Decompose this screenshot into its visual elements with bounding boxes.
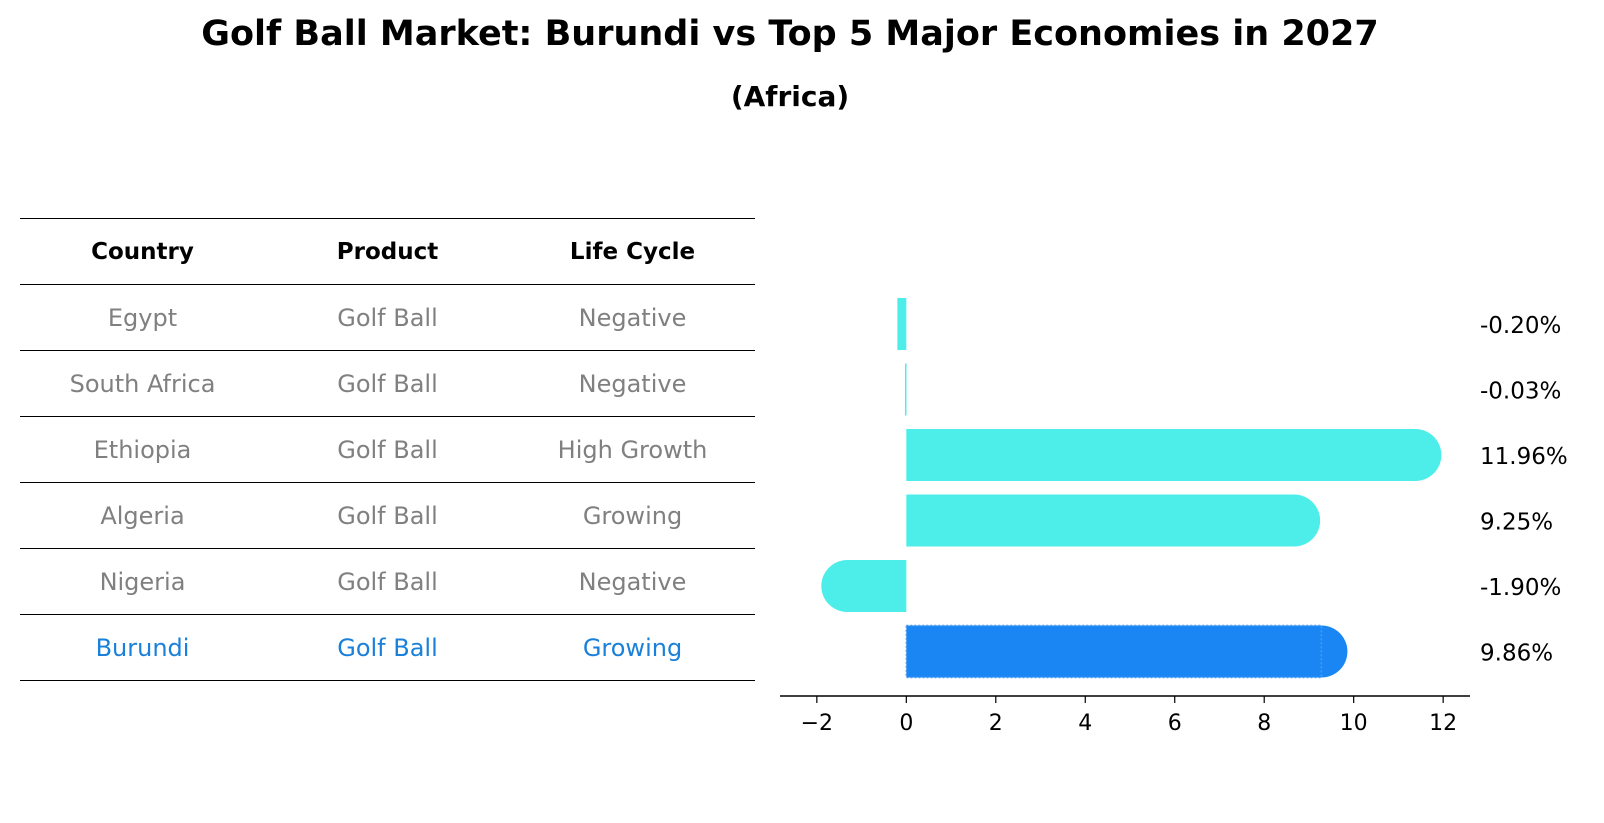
table-header-row: Country Product Life Cycle bbox=[20, 219, 755, 285]
cell-country: Algeria bbox=[100, 501, 185, 530]
data-label: 9.86% bbox=[1480, 641, 1553, 667]
table-row-highlighted: Burundi Golf Ball Growing bbox=[20, 615, 755, 681]
chart-subtitle: (Africa) bbox=[730, 80, 850, 113]
cell-product: Golf Ball bbox=[337, 567, 438, 596]
data-label: -0.20% bbox=[1480, 313, 1561, 339]
table-row: Ethiopia Golf Ball High Growth bbox=[20, 417, 755, 483]
x-tick-label: −2 bbox=[801, 711, 833, 736]
cell-life-cycle: Negative bbox=[578, 567, 687, 596]
table-row: Egypt Golf Ball Negative bbox=[20, 285, 755, 351]
cell-product: Golf Ball bbox=[337, 369, 438, 398]
cell-life-cycle: Growing bbox=[582, 633, 683, 662]
cell-product: Golf Ball bbox=[337, 303, 438, 332]
bar-ethiopia bbox=[906, 429, 1442, 481]
bar-burundi bbox=[906, 625, 1348, 678]
bar-egypt bbox=[897, 298, 907, 350]
cell-life-cycle: Negative bbox=[578, 303, 687, 332]
x-tick-label: 2 bbox=[989, 711, 1003, 736]
data-label: 11.96% bbox=[1480, 444, 1568, 470]
x-tick-label: 6 bbox=[1168, 711, 1182, 736]
cell-country: Egypt bbox=[107, 303, 178, 332]
header-life-cycle: Life Cycle bbox=[569, 238, 696, 265]
x-tick-label: 10 bbox=[1340, 711, 1368, 736]
bar-algeria bbox=[906, 494, 1321, 547]
header-country: Country bbox=[91, 238, 194, 265]
cell-product: Golf Ball bbox=[337, 633, 438, 662]
bar-south-africa bbox=[904, 363, 907, 416]
data-label: -1.90% bbox=[1480, 575, 1561, 601]
x-tick-label: 0 bbox=[899, 711, 913, 736]
bar-nigeria bbox=[821, 560, 907, 612]
chart-title: Golf Ball Market: Burundi vs Top 5 Major… bbox=[201, 14, 1379, 54]
x-tick-label: 8 bbox=[1257, 711, 1271, 736]
cell-product: Golf Ball bbox=[337, 501, 438, 530]
header-product: Product bbox=[336, 238, 439, 265]
cell-country: South Africa bbox=[69, 369, 216, 398]
table-row: Nigeria Golf Ball Negative bbox=[20, 549, 755, 615]
table-row: Algeria Golf Ball Growing bbox=[20, 483, 755, 549]
cell-life-cycle: High Growth bbox=[557, 435, 708, 464]
highlight-outline bbox=[905, 624, 1323, 679]
data-label: 9.25% bbox=[1480, 510, 1553, 536]
cell-life-cycle: Growing bbox=[582, 501, 683, 530]
cell-country: Burundi bbox=[95, 633, 190, 662]
table-row: South Africa Golf Ball Negative bbox=[20, 351, 755, 417]
x-tick-label: 12 bbox=[1429, 711, 1457, 736]
cell-country: Ethiopia bbox=[93, 435, 192, 464]
cell-country: Nigeria bbox=[99, 567, 186, 596]
cell-product: Golf Ball bbox=[337, 435, 438, 464]
cell-life-cycle: Negative bbox=[578, 369, 687, 398]
comparison-table: Country Product Life Cycle Egypt Golf Ba… bbox=[20, 218, 755, 681]
data-label: -0.03% bbox=[1480, 379, 1561, 405]
x-tick-label: 4 bbox=[1078, 711, 1092, 736]
